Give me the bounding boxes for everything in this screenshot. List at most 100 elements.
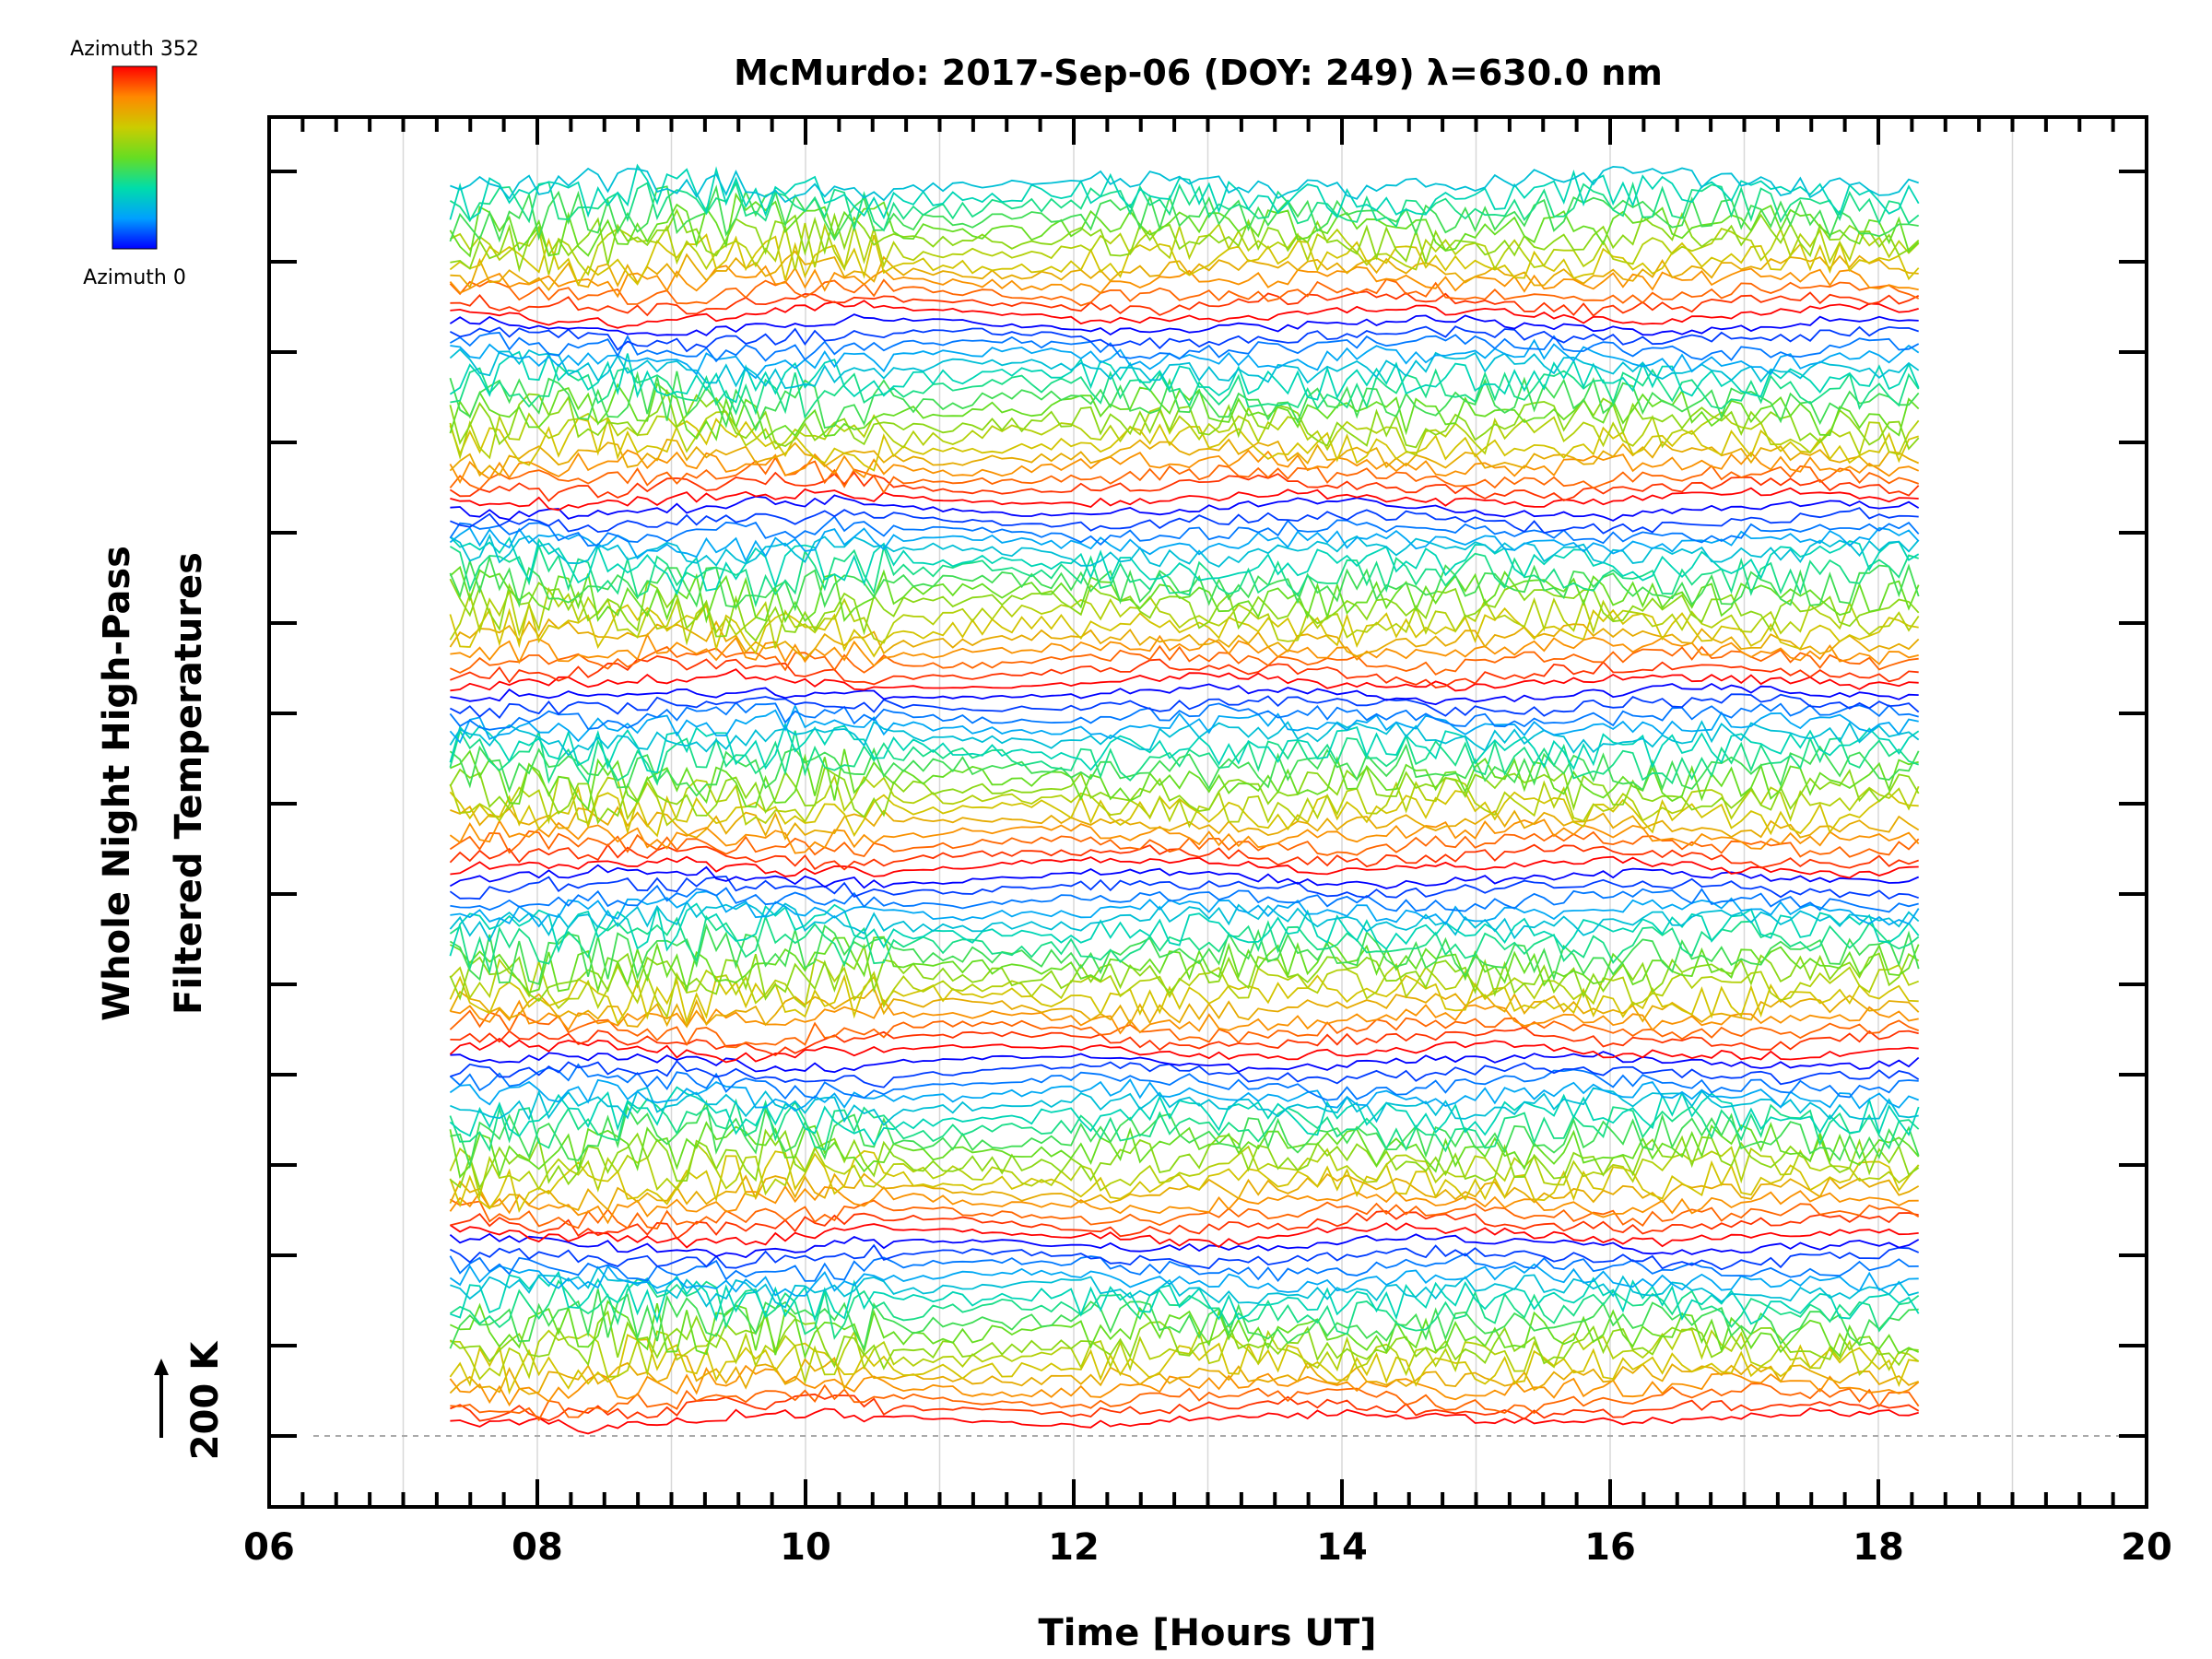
temperature-trace [450,1100,1920,1170]
temperature-trace [450,363,1920,419]
temperature-trace [449,1063,1919,1101]
temperature-trace [450,165,1919,204]
temperature-trace [449,902,1920,957]
temperature-trace [449,554,1920,612]
temperature-trace [449,1278,1920,1340]
temperature-trace [450,632,1919,667]
temperature-trace [449,265,1919,299]
temperature-trace [449,515,1920,547]
temperature-trace [449,618,1920,661]
temperature-trace [450,1407,1919,1435]
temperature-trace [449,973,1919,1026]
temperature-trace [450,805,1920,841]
temperature-trace [449,535,1920,596]
temperature-trace [449,233,1920,287]
temperature-trace [449,900,1920,943]
temperature-trace [450,884,1919,913]
temperature-trace [449,722,1920,774]
temperature-trace [449,1172,1920,1212]
temperature-trace [449,943,1920,1003]
temperature-trace [450,300,1919,329]
legend-bottom-label: Azimuth 0 [83,266,186,289]
temperature-trace [449,382,1920,441]
temperature-trace [449,1098,1920,1153]
temperature-trace [450,1243,1920,1271]
temperature-trace [449,586,1920,649]
temperature-trace [449,1263,1919,1297]
temperature-trace [449,347,1920,390]
temperature-trace [449,184,1919,243]
temperature-trace [449,1353,1920,1395]
colorbar-gradient [112,65,158,250]
temperature-trace [449,192,1920,258]
x-tick-label: 12 [1048,1526,1100,1569]
temperature-trace [449,1364,1920,1407]
temperature-trace [449,986,1920,1029]
temperature-trace [449,703,1919,745]
temperature-trace [450,890,1920,928]
temperature-trace [450,1265,1919,1309]
temperature-trace [450,655,1919,688]
temperature-trace [449,1198,1920,1230]
temperature-trace [449,438,1920,477]
temperature-trace [450,644,1919,676]
temperature-trace [449,1086,1920,1147]
temperature-trace [450,1300,1920,1359]
temperature-trace [449,720,1920,757]
temperature-trace [449,350,1920,404]
x-tick-label: 20 [2121,1526,2172,1569]
temperature-trace [449,958,1920,1019]
temperature-trace [450,290,1920,317]
temperature-trace [449,830,1920,858]
temperature-trace [449,728,1920,786]
temperature-trace [449,864,1920,889]
x-tick-label: 14 [1316,1526,1368,1569]
temperature-trace [449,1184,1919,1225]
scale-bar-label: 200 K [184,1340,227,1460]
temperature-trace [450,250,1919,291]
x-tick-label: 18 [1853,1526,1904,1569]
temperature-trace [450,668,1919,692]
x-tick-label: 08 [512,1526,563,1569]
temperature-trace [450,1270,1920,1325]
temperature-trace [449,181,1920,232]
temperature-trace [450,1382,1920,1422]
scale-bar: 200 K [154,1340,227,1460]
x-tick-label: 10 [780,1526,831,1569]
temperature-trace [449,785,1919,838]
temperature-trace [450,494,1920,522]
temperature-trace [450,855,1919,879]
temperature-trace [449,875,1919,900]
temperature-trace [450,338,1920,380]
temperature-trace [449,1149,1920,1214]
temperature-trace [449,1078,1920,1112]
temperature-trace [449,701,1919,731]
chart-title: McMurdo: 2017-Sep-06 (DOY: 249) λ=630.0 … [734,53,1663,93]
temperature-trace [449,843,1920,871]
temperature-trace [449,578,1920,642]
x-axis-label: Time [Hours UT] [1039,1612,1377,1654]
temperature-trace [449,1222,1919,1249]
temperature-trace [450,507,1919,535]
y-axis-label-line1: Whole Night High-Pass [96,546,138,1021]
temperature-trace [450,748,1919,812]
temperature-trace [449,818,1920,854]
temperature-trace [449,1009,1920,1049]
temperature-trace [449,762,1920,825]
temperature-trace [449,1288,1919,1351]
temperature-trace [449,278,1920,307]
temperature-trace [450,1026,1919,1057]
x-tick-label: 16 [1584,1526,1636,1569]
temperature-trace [449,1121,1920,1179]
temperature-trace [449,743,1920,797]
temperature-trace [450,1328,1920,1385]
temperature-trace [449,526,1920,563]
y-axis-label-line2: Filtered Temperatures [168,552,210,1015]
temperature-trace [449,406,1920,461]
x-tick-label: 06 [243,1526,295,1569]
azimuth-colorbar-legend: Azimuth 352 Azimuth 0 [70,38,199,289]
temperature-trace [450,682,1919,706]
legend-top-label: Azimuth 352 [70,38,199,61]
temperature-trace [449,455,1920,495]
